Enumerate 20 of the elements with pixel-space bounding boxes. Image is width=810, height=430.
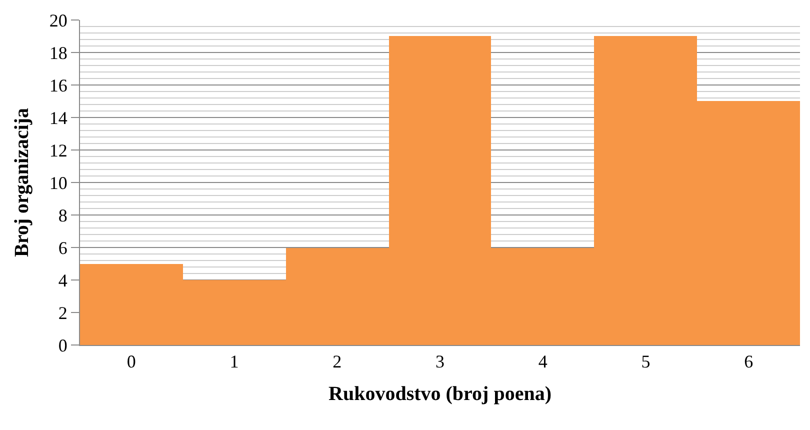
y-tick-label: 16 (49, 75, 68, 96)
y-tick-label: 4 (58, 270, 68, 290)
y-tick-label: 14 (49, 108, 68, 128)
x-tick-label: 4 (538, 352, 548, 372)
y-tick-label: 8 (58, 205, 68, 226)
x-tick-label: 1 (230, 352, 239, 372)
x-tick-label: 3 (436, 352, 444, 372)
y-tick-label: 20 (49, 10, 68, 30)
y-axis-title: Broj organizacija (10, 108, 33, 258)
x-tick-label: 0 (126, 352, 136, 372)
y-tick-label: 10 (49, 172, 68, 193)
x-tick-label: 6 (744, 352, 754, 372)
y-tick-label: 6 (58, 238, 68, 258)
y-tick-label: 2 (58, 302, 68, 323)
y-tick-label: 18 (49, 42, 68, 63)
x-tick-label: 2 (332, 352, 342, 372)
y-tick-label: 12 (49, 140, 68, 160)
x-axis-title: Rukovodstvo (broj poena) (328, 383, 552, 406)
x-tick-label: 5 (641, 352, 650, 372)
y-tick-label: 0 (58, 335, 68, 356)
